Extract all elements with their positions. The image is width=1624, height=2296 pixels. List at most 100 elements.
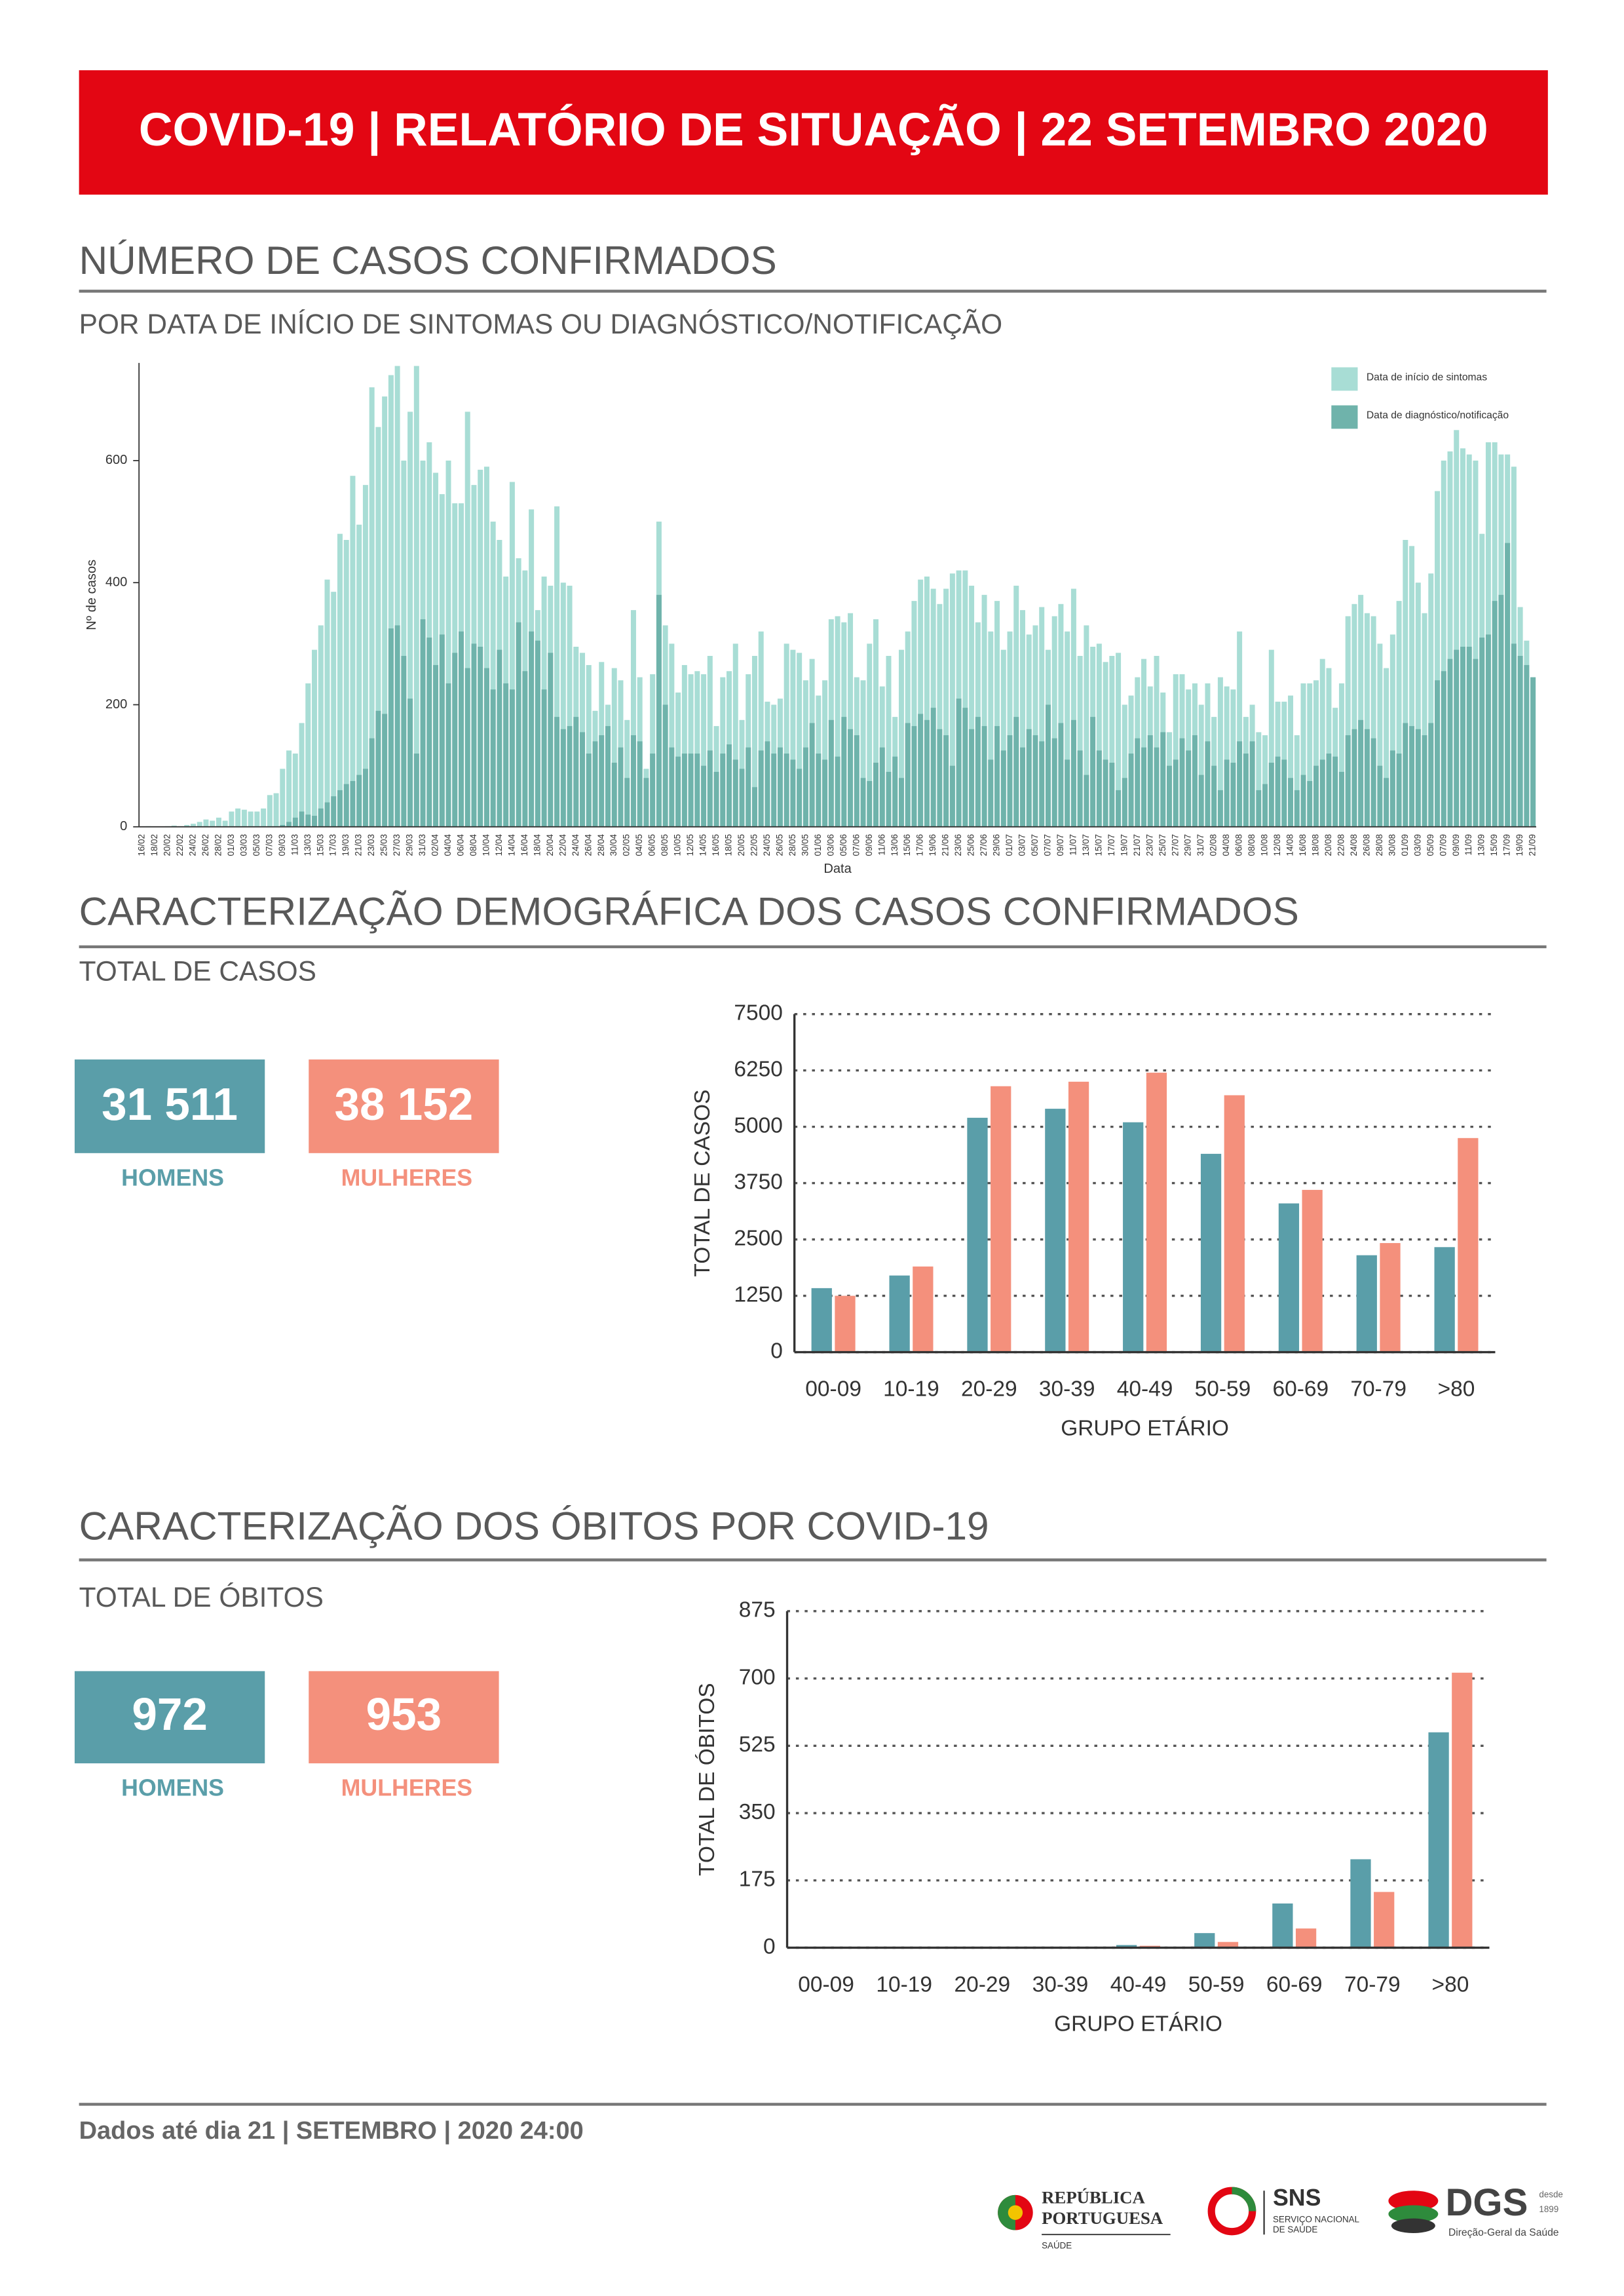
y-tick-label: 400: [105, 575, 128, 590]
bar: [1313, 765, 1319, 827]
x-tick-label: 24/05: [762, 834, 772, 856]
bar: [835, 616, 840, 827]
x-tick-label: 08/04: [468, 833, 478, 856]
bar: [286, 750, 292, 827]
banner: [79, 70, 1548, 195]
bar: [1194, 1933, 1215, 1948]
bar: [560, 583, 566, 827]
bar: [1058, 723, 1064, 827]
y-tick-label: 0: [120, 819, 127, 833]
section-subtitle: TOTAL DE ÓBITOS: [79, 1582, 324, 1613]
x-tick-label: 22/04: [557, 833, 567, 856]
x-tick-label: 10/05: [673, 834, 683, 856]
x-tick-label: 06/04: [456, 833, 466, 856]
bar: [624, 719, 630, 827]
x-tick-label: 10-19: [876, 1972, 932, 1997]
bar: [1243, 754, 1249, 827]
bar: [554, 506, 560, 827]
bar: [1007, 631, 1013, 827]
x-tick-label: 13/06: [890, 834, 899, 856]
bar: [1039, 741, 1045, 827]
bar: [911, 726, 917, 827]
x-tick-label: 26/02: [200, 834, 210, 856]
bar: [1256, 732, 1262, 827]
bar: [1447, 659, 1453, 827]
bar: [1065, 631, 1070, 827]
bar: [1160, 732, 1166, 827]
x-tick-label: 70-79: [1344, 1972, 1401, 1997]
legend-label: Data de início de sintomas: [1367, 372, 1487, 383]
x-tick-label: 16/02: [137, 834, 147, 856]
bar: [1070, 719, 1076, 827]
bar: [1141, 659, 1147, 827]
bar: [1370, 616, 1376, 827]
bar: [324, 579, 330, 827]
bar: [777, 747, 783, 827]
x-tick-label: 17/07: [1106, 834, 1116, 856]
bar: [433, 472, 439, 827]
x-tick-label: 14/08: [1285, 834, 1295, 856]
bar: [261, 808, 267, 827]
bar: [967, 1117, 988, 1352]
bar: [911, 601, 917, 827]
x-tick-label: 06/05: [647, 834, 657, 856]
x-tick-label: 02/04: [430, 833, 440, 856]
bar: [1356, 1255, 1377, 1352]
men-label: HOMENS: [121, 1164, 224, 1191]
x-tick-label: 18/05: [724, 834, 734, 856]
bar: [216, 817, 221, 827]
bar: [720, 754, 726, 827]
x-tick-label: 21/06: [941, 834, 951, 856]
bar: [401, 655, 407, 827]
bar: [1358, 719, 1364, 827]
bar: [350, 780, 356, 827]
bar: [210, 820, 216, 827]
bar: [464, 411, 470, 827]
bar: [643, 778, 649, 827]
bar: [299, 723, 305, 827]
bar: [828, 719, 834, 827]
bar: [1045, 704, 1051, 827]
x-tick-label: 20/08: [1323, 834, 1333, 856]
x-tick-label: 20/02: [162, 834, 172, 856]
bar: [1409, 726, 1415, 827]
bar: [599, 735, 605, 827]
x-tick-label: 26/05: [774, 834, 784, 856]
bar: [669, 747, 675, 827]
bar: [1415, 729, 1421, 827]
x-tick-label: 25/07: [1158, 834, 1167, 856]
bar: [1230, 762, 1236, 827]
bar: [1380, 1243, 1401, 1352]
bar: [1211, 765, 1217, 827]
bar: [292, 817, 298, 827]
bar: [1295, 1928, 1317, 1948]
bar: [1345, 616, 1351, 827]
bar: [567, 585, 573, 827]
bar: [522, 671, 528, 827]
bar: [1217, 790, 1223, 827]
bar: [407, 698, 413, 827]
x-tick-label: 15/07: [1093, 834, 1103, 856]
bar: [356, 775, 362, 827]
x-axis-title: GRUPO ETÁRIO: [1061, 1417, 1229, 1441]
y-tick-label: 5000: [734, 1113, 782, 1138]
bar: [1326, 754, 1332, 827]
x-tick-label: 07/03: [264, 834, 274, 856]
bar: [803, 747, 808, 827]
logo-text: DE SAÚDE: [1273, 2225, 1317, 2234]
x-tick-label: 19/09: [1515, 834, 1524, 856]
x-tick-label: 30-39: [1039, 1377, 1095, 1401]
bar: [1217, 1942, 1239, 1948]
x-tick-label: 10/04: [481, 833, 491, 856]
banner-title: COVID-19 | RELATÓRIO DE SITUAÇÃO | 22 SE…: [139, 103, 1488, 156]
bar: [1441, 671, 1446, 827]
bar: [1374, 1892, 1395, 1948]
bar: [382, 396, 388, 827]
bar: [318, 625, 324, 827]
logo-text: PORTUGUESA: [1042, 2208, 1163, 2228]
bar: [758, 631, 764, 827]
bar: [835, 1295, 856, 1352]
x-tick-label: 22/02: [175, 834, 185, 856]
bar: [1013, 717, 1019, 827]
bar: [1505, 543, 1511, 827]
